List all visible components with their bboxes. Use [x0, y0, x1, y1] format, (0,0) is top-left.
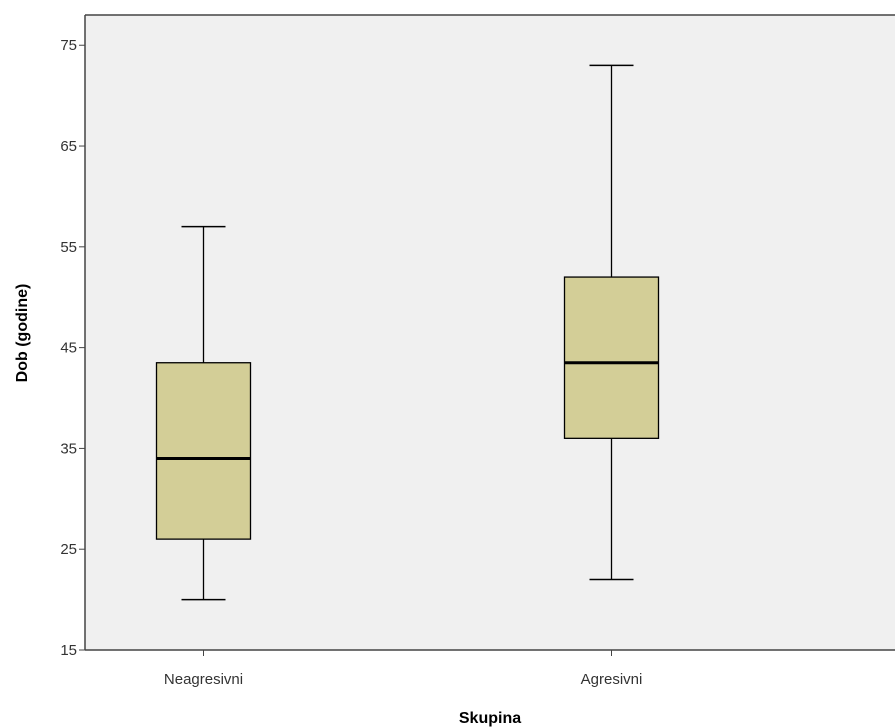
- plot-area: [85, 15, 895, 650]
- box: [563, 276, 660, 439]
- y-tick-label: 25: [60, 541, 77, 558]
- y-tick-label: 55: [60, 239, 77, 256]
- y-tick-label: 35: [60, 440, 77, 457]
- y-tick-label: 45: [60, 340, 77, 357]
- y-tick-label: 65: [60, 138, 77, 155]
- y-tick-label: 75: [60, 37, 77, 54]
- y-axis-title: Dob (godine): [14, 284, 31, 383]
- x-axis-title: Skupina: [459, 710, 521, 727]
- x-tick-label: Neagresivni: [164, 671, 243, 688]
- y-tick-label: 15: [60, 642, 77, 659]
- x-tick-label: Agresivni: [581, 671, 643, 688]
- box: [155, 362, 252, 540]
